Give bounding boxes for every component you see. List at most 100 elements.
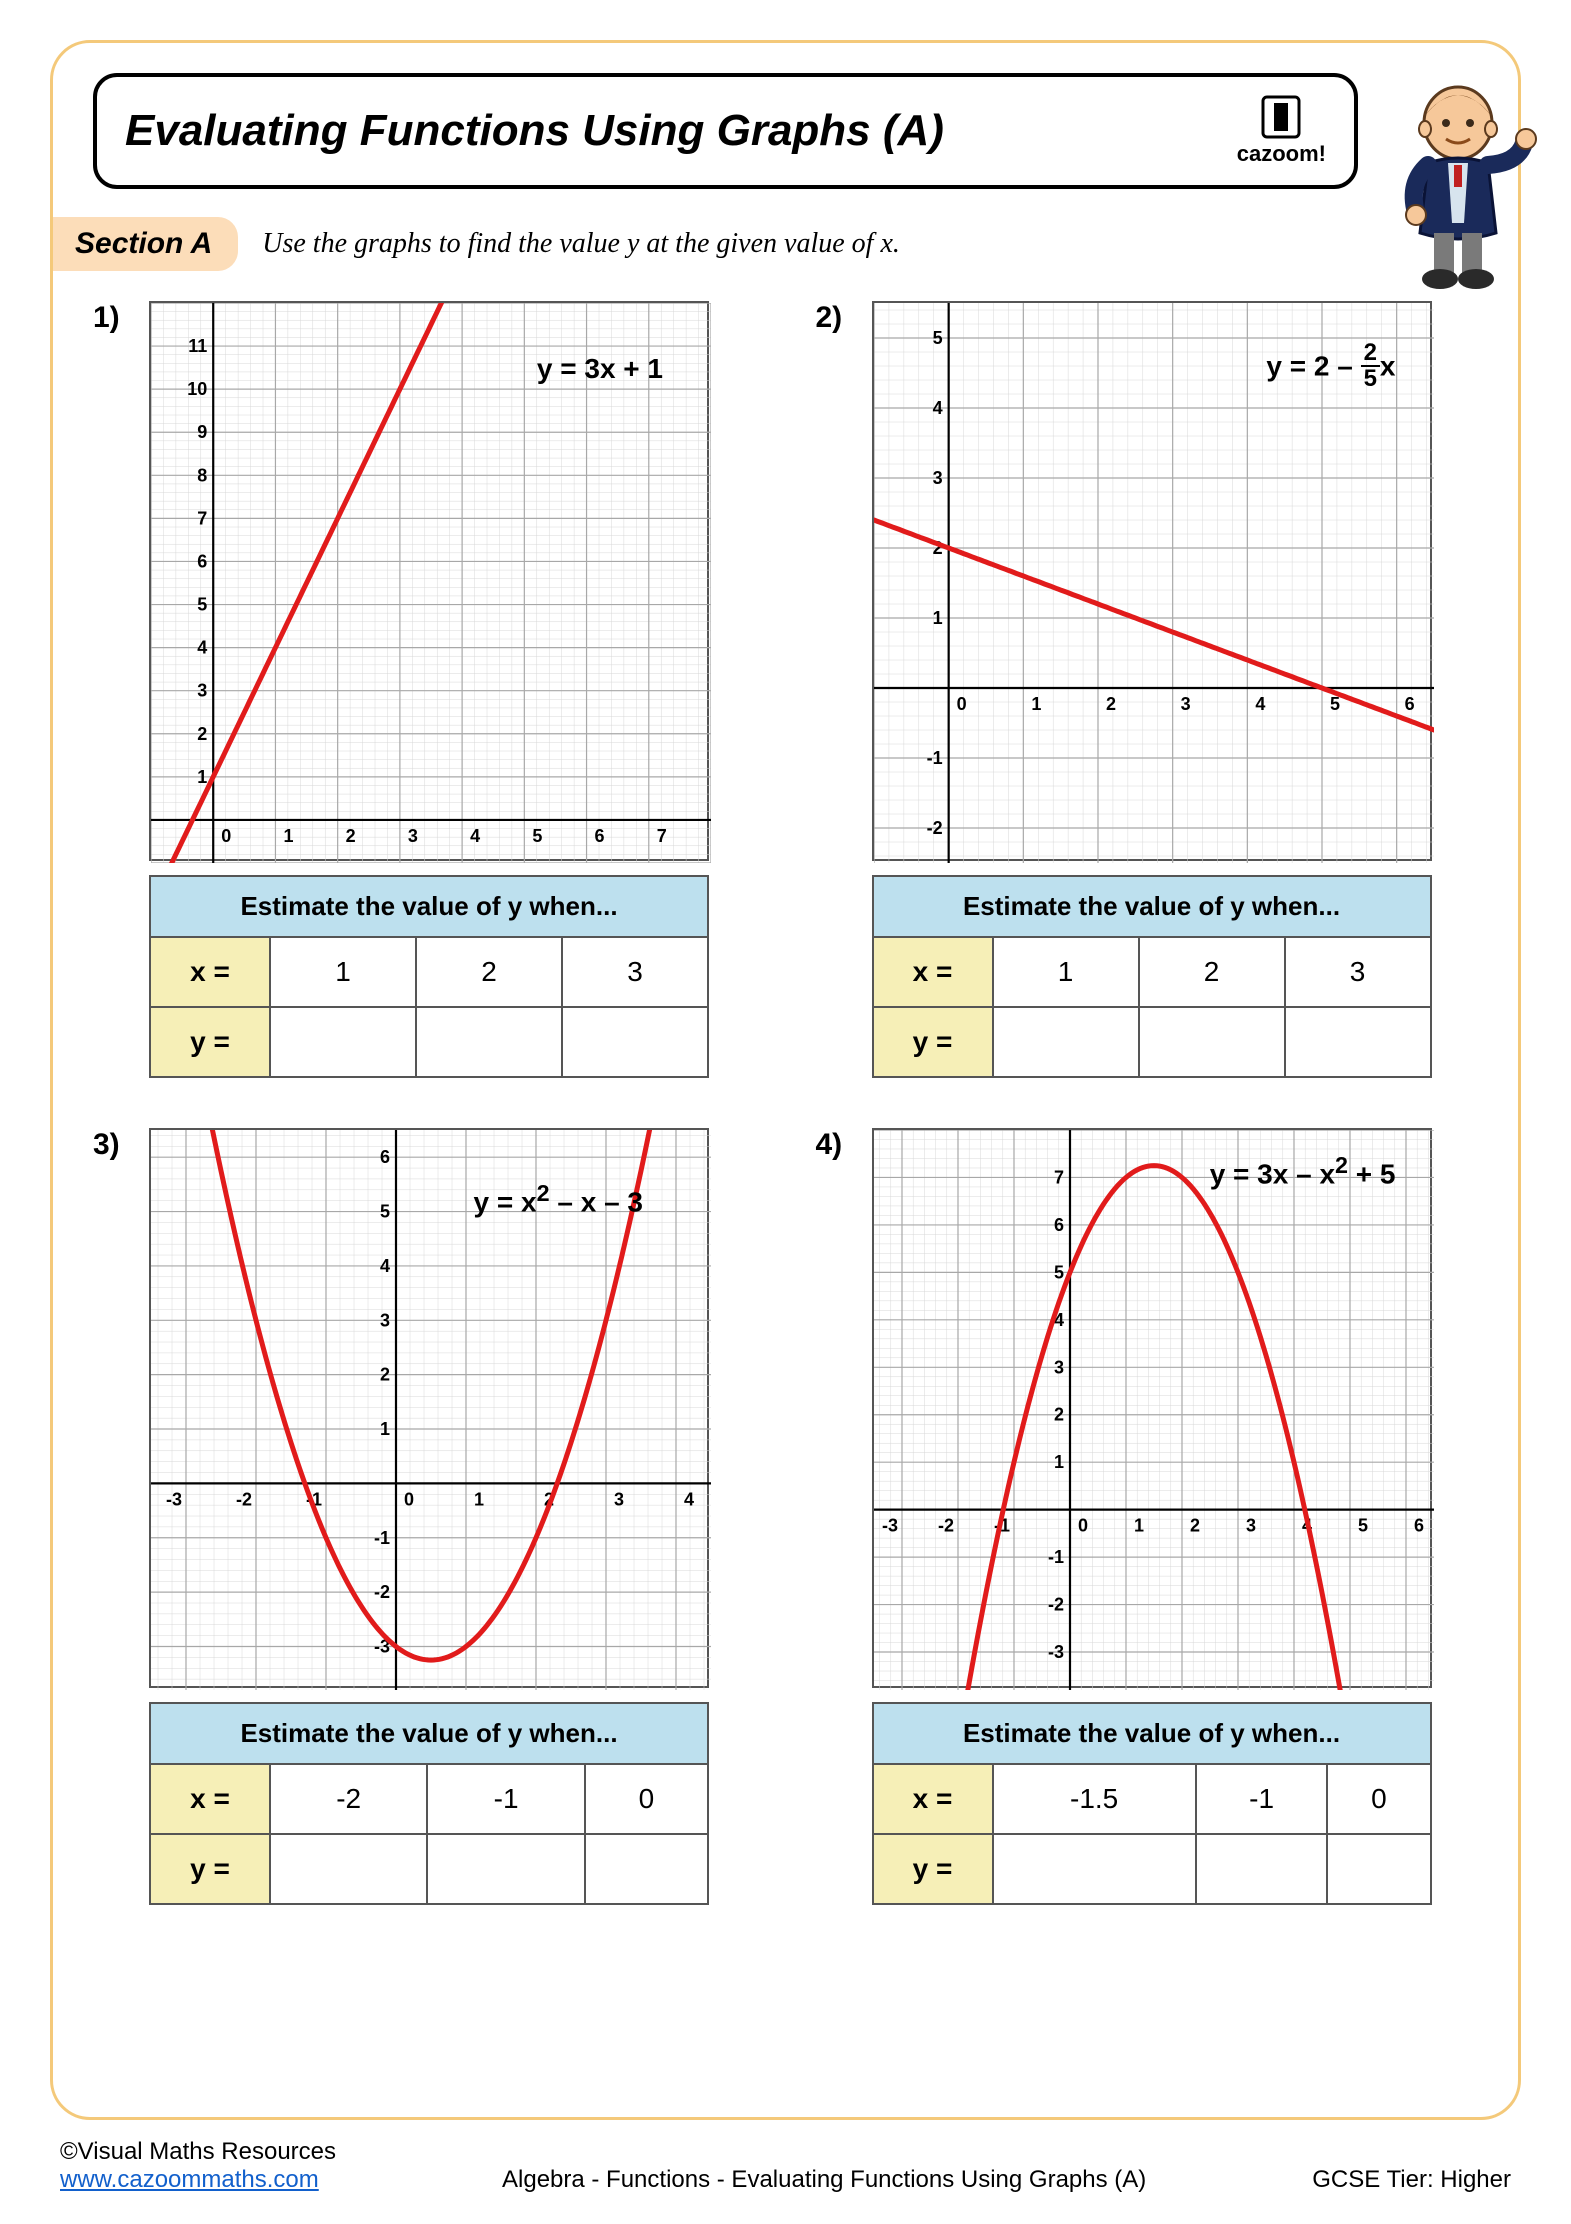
chart: -10123456-2-112345 y = 2 – 25x [872, 301, 1432, 861]
x-value: 0 [1327, 1764, 1430, 1834]
y-answer-cell[interactable] [1196, 1834, 1328, 1904]
footer-left: ©Visual Maths Resources www.cazoommaths.… [60, 2138, 336, 2194]
svg-text:8: 8 [197, 465, 207, 485]
svg-text:-2: -2 [926, 818, 942, 838]
chart: -10123456781234567891011 y = 3x + 1 [149, 301, 709, 861]
x-row-label: x = [873, 937, 993, 1007]
svg-text:5: 5 [1358, 1516, 1368, 1536]
y-answer-cell[interactable] [1285, 1007, 1431, 1077]
y-answer-cell[interactable] [416, 1007, 562, 1077]
table-header: Estimate the value of y when... [150, 1703, 708, 1764]
problem-number: 2) [816, 301, 860, 335]
problem-2: 2) -10123456-2-112345 y = 2 – 25x Estima… [816, 301, 1479, 1078]
x-value: -1 [1196, 1764, 1328, 1834]
svg-text:2: 2 [346, 826, 356, 846]
svg-text:-2: -2 [1047, 1595, 1063, 1615]
svg-text:0: 0 [404, 1489, 414, 1509]
svg-text:7: 7 [197, 508, 207, 528]
svg-text:1: 1 [474, 1489, 484, 1509]
svg-text:4: 4 [470, 826, 480, 846]
x-value: 1 [270, 937, 416, 1007]
y-answer-cell[interactable] [270, 1007, 416, 1077]
y-answer-cell[interactable] [427, 1834, 584, 1904]
svg-text:2: 2 [380, 1365, 390, 1385]
svg-text:1: 1 [1031, 694, 1041, 714]
x-row-label: x = [873, 1764, 993, 1834]
x-row-label: x = [150, 937, 270, 1007]
svg-text:9: 9 [197, 422, 207, 442]
section-badge: Section A [53, 217, 238, 271]
svg-text:3: 3 [408, 826, 418, 846]
svg-text:1: 1 [932, 608, 942, 628]
footer-link[interactable]: www.cazoommaths.com [60, 2166, 319, 2193]
y-row-label: y = [150, 1834, 270, 1904]
y-answer-cell[interactable] [993, 1834, 1196, 1904]
equation-label: y = x2 – x – 3 [470, 1180, 647, 1218]
svg-text:5: 5 [1330, 694, 1340, 714]
problem-1: 1) -10123456781234567891011 y = 3x + 1 E… [93, 301, 756, 1078]
y-answer-cell[interactable] [270, 1834, 427, 1904]
problem-4: 4) -3-2-10123456-3-2-11234567 y = 3x – x… [816, 1128, 1479, 1905]
svg-text:7: 7 [1053, 1167, 1063, 1187]
y-row-label: y = [873, 1007, 993, 1077]
equation-label: y = 3x – x2 + 5 [1206, 1152, 1400, 1190]
svg-text:5: 5 [532, 826, 542, 846]
title-bar: Evaluating Functions Using Graphs (A) ca… [93, 73, 1358, 189]
x-value: 2 [416, 937, 562, 1007]
svg-text:6: 6 [197, 551, 207, 571]
brand-logo: cazoom! [1237, 95, 1326, 167]
svg-text:6: 6 [595, 826, 605, 846]
svg-text:1: 1 [1053, 1452, 1063, 1472]
svg-text:1: 1 [283, 826, 293, 846]
svg-text:1: 1 [380, 1419, 390, 1439]
svg-text:2: 2 [1190, 1516, 1200, 1536]
y-answer-cell[interactable] [562, 1007, 708, 1077]
x-value: -2 [270, 1764, 427, 1834]
svg-text:-2: -2 [236, 1489, 252, 1509]
svg-text:1: 1 [1134, 1516, 1144, 1536]
svg-text:5: 5 [380, 1202, 390, 1222]
footer-tier: GCSE Tier: Higher [1312, 2166, 1511, 2194]
svg-text:4: 4 [1255, 694, 1265, 714]
svg-text:1: 1 [197, 767, 207, 787]
x-value: 3 [1285, 937, 1431, 1007]
page-title: Evaluating Functions Using Graphs (A) [125, 106, 944, 156]
y-answer-cell[interactable] [1139, 1007, 1285, 1077]
svg-text:5: 5 [197, 595, 207, 615]
svg-text:6: 6 [1414, 1516, 1424, 1536]
svg-text:-3: -3 [1047, 1642, 1063, 1662]
y-answer-cell[interactable] [585, 1834, 708, 1904]
svg-text:2: 2 [1053, 1405, 1063, 1425]
x-value: 1 [993, 937, 1139, 1007]
svg-text:6: 6 [1053, 1215, 1063, 1235]
svg-text:3: 3 [1053, 1357, 1063, 1377]
svg-text:3: 3 [932, 468, 942, 488]
svg-text:4: 4 [932, 398, 942, 418]
svg-text:0: 0 [956, 694, 966, 714]
section-header: Section A Use the graphs to find the val… [93, 217, 1478, 271]
svg-text:5: 5 [1053, 1262, 1063, 1282]
y-answer-cell[interactable] [1327, 1834, 1430, 1904]
svg-text:7: 7 [657, 826, 667, 846]
svg-text:-1: -1 [1047, 1547, 1063, 1567]
brand-text: cazoom! [1237, 141, 1326, 167]
svg-text:-2: -2 [937, 1516, 953, 1536]
svg-text:-1: -1 [374, 1528, 390, 1548]
equation-label: y = 3x + 1 [533, 353, 667, 385]
equation-label: y = 2 – 25x [1262, 343, 1399, 393]
svg-text:6: 6 [1404, 694, 1414, 714]
svg-text:11: 11 [188, 336, 207, 356]
svg-text:-2: -2 [374, 1582, 390, 1602]
answer-table: Estimate the value of y when... x =123 y… [149, 875, 709, 1078]
y-row-label: y = [150, 1007, 270, 1077]
svg-text:3: 3 [1180, 694, 1190, 714]
y-row-label: y = [873, 1834, 993, 1904]
svg-text:6: 6 [380, 1147, 390, 1167]
page-footer: ©Visual Maths Resources www.cazoommaths.… [50, 2138, 1521, 2194]
y-answer-cell[interactable] [993, 1007, 1139, 1077]
x-value: -1.5 [993, 1764, 1196, 1834]
problem-number: 3) [93, 1128, 137, 1162]
svg-text:-3: -3 [166, 1489, 182, 1509]
problems-grid: 1) -10123456781234567891011 y = 3x + 1 E… [93, 301, 1478, 1905]
section-instruction: Use the graphs to find the value y at th… [262, 228, 900, 260]
